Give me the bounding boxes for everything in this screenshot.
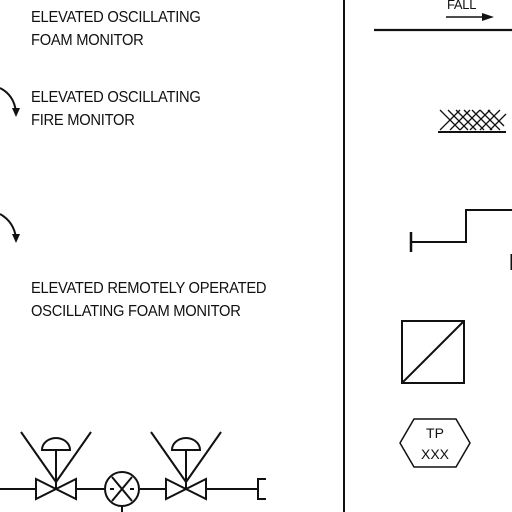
control-valve-icon-right: [150, 431, 222, 501]
remote-foam-monitor-label-line1: ELEVATED REMOTELY OPERATED: [31, 280, 267, 297]
square-diagonal-icon: [401, 320, 465, 384]
pipe-end-cap-icon: [257, 478, 266, 500]
foam-monitor-label-line2: FOAM MONITOR: [31, 32, 144, 49]
oscillation-arrow-icon-fire-monitor: [0, 87, 20, 117]
fall-label: FALL: [447, 0, 477, 12]
fall-arrow-icon: [374, 13, 512, 32]
pipeline-control-valves: [0, 431, 266, 512]
test-point-line1: TP: [426, 425, 444, 441]
test-point-line2: XXX: [421, 446, 450, 462]
foam-monitor-label-line1: ELEVATED OSCILLATING: [31, 9, 201, 26]
remote-foam-monitor-label-line2: OSCILLATING FOAM MONITOR: [31, 303, 241, 320]
fire-monitor-label-line1: ELEVATED OSCILLATING: [31, 89, 201, 106]
stepped-line-endcap-icon: [409, 209, 512, 270]
oscillation-arrow-icon-remote-monitor: [0, 213, 20, 243]
instrument-x-circle-icon: [104, 471, 140, 512]
control-valve-icon-left: [20, 431, 92, 501]
test-point-hexagon-icon: [399, 418, 471, 468]
fire-monitor-label-line2: FIRE MONITOR: [31, 112, 135, 129]
ground-hatch-icon: [438, 109, 507, 133]
